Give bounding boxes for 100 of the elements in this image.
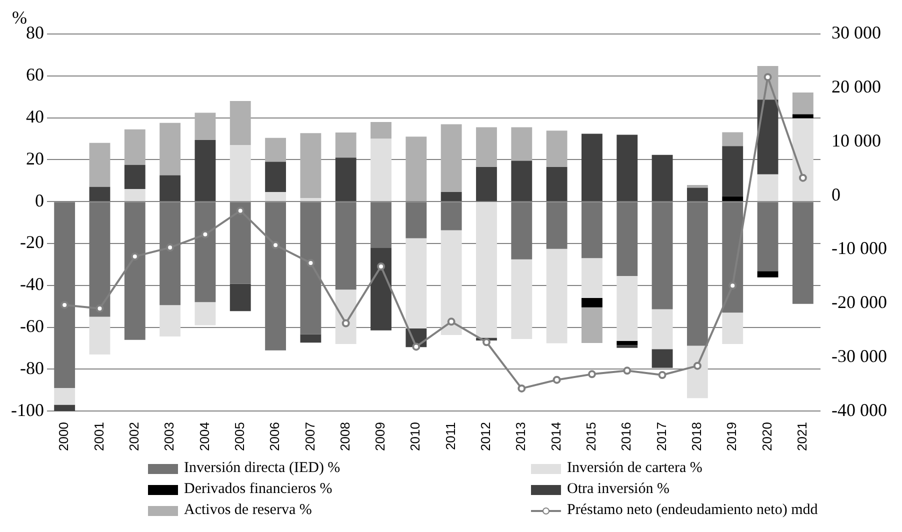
x-tick-label: 2018 [689, 422, 704, 451]
bar [511, 202, 532, 260]
y2-tick-label: 10 000 [832, 130, 882, 150]
bar [194, 202, 216, 302]
y-tick-label: -60 [20, 316, 44, 336]
point [552, 376, 561, 384]
bar [686, 185, 708, 188]
bar [124, 202, 146, 340]
bar [616, 276, 638, 341]
legend-label: Inversión de cartera % [567, 459, 702, 478]
bar [792, 114, 814, 118]
point [377, 262, 386, 270]
legend-label: Activos de reserva % [184, 501, 312, 520]
bar [686, 346, 708, 398]
x-tick-label: 2020 [759, 422, 774, 451]
bar [335, 132, 356, 158]
bar [300, 198, 322, 202]
bar [652, 349, 673, 368]
y-tick-label: 80 [26, 22, 44, 43]
point [201, 230, 210, 238]
bar [230, 284, 251, 312]
bar [757, 174, 778, 202]
y2-tick-label: -10 000 [832, 238, 888, 258]
y2-tick-label: -30 000 [832, 346, 888, 366]
y-tick-label: -80 [20, 358, 44, 378]
bar [124, 129, 146, 165]
bar [616, 345, 638, 348]
bar [406, 202, 427, 238]
point [693, 362, 702, 370]
bar [511, 160, 532, 202]
point [764, 73, 772, 82]
x-tick-label: 2007 [302, 422, 318, 451]
bar [722, 146, 744, 196]
bar [160, 175, 181, 202]
bar [652, 154, 673, 202]
bar [511, 259, 532, 340]
y2-tick-label: 0 [832, 184, 841, 204]
x-tick-label: 2004 [196, 422, 212, 451]
y-axis-title: % [12, 8, 27, 28]
y-tick-label: -40 [20, 274, 44, 294]
point [306, 258, 315, 267]
bar [54, 388, 76, 405]
x-tick-label: 2001 [91, 422, 106, 451]
bar [265, 162, 286, 192]
bar [652, 309, 673, 350]
bar [546, 130, 568, 168]
point [588, 370, 596, 378]
y2-tick-label: 20 000 [832, 76, 882, 97]
bar [616, 134, 638, 202]
y-tick-label: 20 [26, 148, 44, 168]
bar [335, 290, 356, 344]
x-tick-label: 2005 [232, 422, 247, 451]
legend-label: Inversión directa (IED) % [184, 459, 340, 478]
bar [370, 122, 392, 139]
bar [370, 138, 392, 202]
bar [230, 202, 251, 284]
x-tick-label: 2006 [267, 422, 282, 451]
bar [757, 202, 778, 272]
bar [300, 334, 322, 343]
bar [616, 202, 638, 276]
bar [440, 202, 462, 230]
bar [440, 192, 462, 202]
bar [406, 238, 427, 328]
y-tick-label: 0 [34, 190, 44, 210]
bar [230, 101, 251, 146]
bar [89, 202, 110, 317]
y2-tick-label: -20 000 [832, 292, 888, 312]
legend-label: Derivados financieros % [184, 480, 332, 499]
x-tick-label: 2003 [162, 422, 177, 451]
bar [265, 192, 286, 202]
point [518, 384, 526, 392]
bar [370, 248, 392, 330]
bar [616, 340, 638, 346]
bar [194, 140, 216, 202]
point [798, 174, 807, 182]
x-tick-label: 2012 [478, 422, 494, 451]
bar [652, 202, 673, 310]
bar [757, 271, 778, 278]
bar [335, 158, 356, 202]
bar [300, 202, 322, 334]
bar [160, 202, 181, 306]
bar [722, 196, 744, 202]
bar [54, 202, 76, 388]
point [130, 252, 139, 260]
bar [194, 302, 216, 326]
legend-label: Otra inversión % [567, 480, 670, 499]
point [60, 300, 69, 309]
point [447, 318, 456, 326]
point [728, 282, 737, 290]
bar [722, 312, 744, 344]
x-tick-label: 2010 [408, 422, 423, 451]
bar [54, 404, 76, 412]
bar [124, 189, 146, 202]
bar [265, 138, 286, 162]
legend-label: Préstamo neto (endeudamiento neto) mdd [567, 501, 818, 520]
point [623, 366, 632, 375]
bar [546, 248, 568, 344]
bar [546, 202, 568, 249]
bar [476, 202, 497, 338]
y2-tick-label: 30 000 [832, 22, 882, 43]
